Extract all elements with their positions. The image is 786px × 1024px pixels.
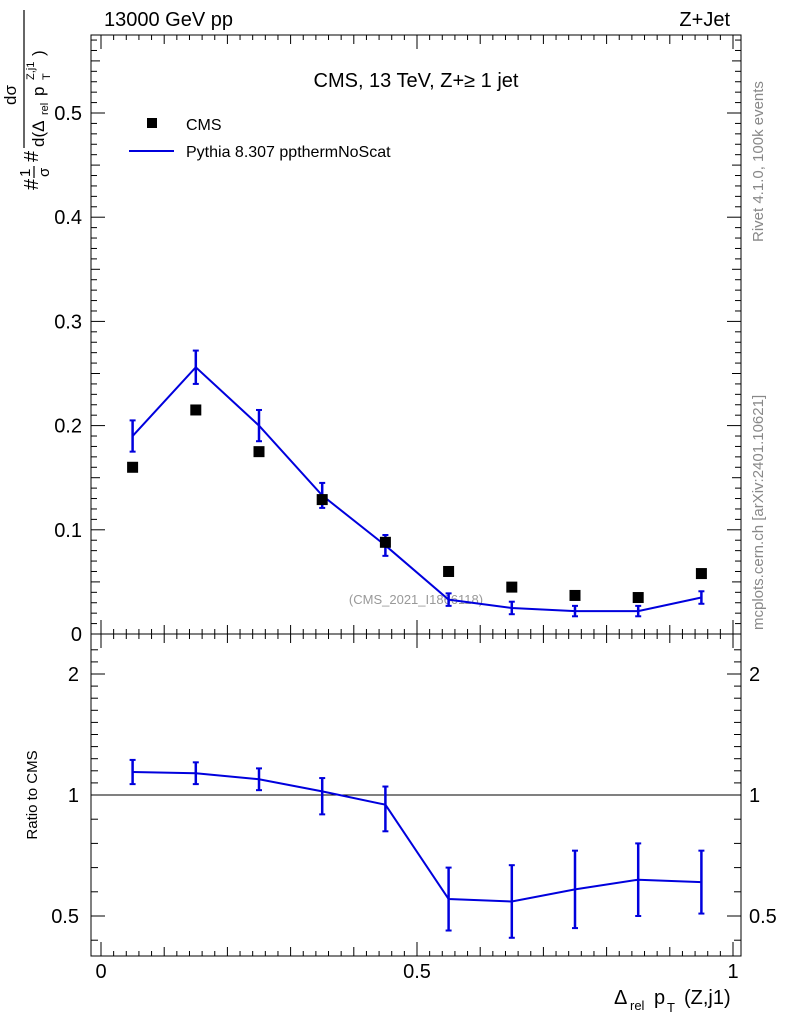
ratio-y-tick-label-right: 2 (749, 664, 760, 686)
ratio-y-tick-label-left: 0.5 (51, 906, 79, 928)
svg-text:p: p (29, 87, 48, 96)
svg-text:rel: rel (630, 998, 645, 1013)
main-y-tick-label: 0.5 (54, 103, 82, 125)
header-left: 13000 GeV pp (104, 9, 233, 31)
ratio-y-tick-label-left: 1 (68, 785, 79, 807)
legend-label-cms: CMS (186, 117, 222, 134)
cms-point (506, 581, 518, 593)
main-x-ticks (100, 35, 734, 634)
main-y-tick-label: 0 (71, 624, 82, 646)
header-right: Z+Jet (679, 9, 730, 31)
svg-text:#: # (21, 150, 43, 162)
mcplots-label: mcplots.cern.ch [arXiv:2401.10621] (750, 395, 767, 630)
svg-text:T: T (667, 1000, 675, 1015)
chart-title: CMS, 13 TeV, Z+≥ 1 jet (314, 70, 519, 92)
cms-point (190, 404, 202, 416)
main-y-tick-label: 0.1 (54, 520, 82, 542)
svg-text:p: p (654, 987, 665, 1009)
ratio-y-tick-label-right: 0.5 (749, 906, 777, 928)
pythia-line (131, 365, 702, 613)
cms-point (127, 461, 139, 473)
svg-text:1: 1 (17, 169, 34, 177)
pythia-error-bars (129, 349, 705, 618)
ratio-y-axis-label: Ratio to CMS (24, 750, 41, 839)
main-y-ticks (91, 39, 741, 635)
main-y-axis-label: # 1 σ # dσ d(Δ rel p T Z,j1 ) (1, 10, 53, 190)
ratio-y-ticks (91, 649, 741, 941)
cms-point (632, 592, 644, 604)
main-y-tick-labels: 0 0.1 0.2 0.3 0.4 0.5 (54, 103, 82, 646)
cms-point (569, 589, 581, 601)
ratio-line (132, 771, 702, 903)
cms-point (379, 536, 391, 548)
watermark: (CMS_2021_I1866118) (349, 592, 483, 607)
svg-text:σ: σ (36, 167, 53, 177)
ratio-panel: 0.5 0.51 12 2 0 0.5 1 Ratio to CMS Δ rel p T … (24, 633, 777, 1015)
cms-point (695, 568, 707, 580)
ratio-x-ticks (100, 634, 734, 956)
ratio-error-bars (129, 758, 705, 939)
x-tick-label: 0 (95, 961, 106, 983)
x-tick-label: 0.5 (403, 961, 431, 983)
svg-text:(Z,j1): (Z,j1) (684, 987, 731, 1009)
svg-text:Δ: Δ (614, 987, 627, 1009)
x-tick-labels: 0 0.5 1 (95, 961, 738, 983)
cms-point (316, 494, 328, 506)
svg-text:d(Δ: d(Δ (29, 121, 48, 147)
main-panel: 00.10.20.30.40.5 CMS, 13 TeV, Z+≥ 1 jet … (1, 10, 742, 646)
svg-text:dσ: dσ (1, 85, 20, 105)
ratio-y-tick-label-left: 2 (68, 664, 79, 686)
legend-label-pythia: Pythia 8.307 ppthermNoScat (186, 144, 391, 161)
main-y-tick-label: 0.4 (54, 207, 82, 229)
svg-text:#: # (21, 178, 43, 190)
rivet-label: Rivet 4.1.0, 100k events (750, 81, 767, 242)
svg-text:): ) (29, 50, 48, 56)
main-y-tick-label: 0.3 (54, 311, 82, 333)
cms-point (253, 446, 265, 458)
ratio-y-tick-label-right: 1 (749, 785, 760, 807)
cms-point (443, 565, 455, 577)
svg-text:rel: rel (39, 103, 51, 115)
x-tick-label: 1 (727, 961, 738, 983)
x-axis-label: Δ rel p T (Z,j1) (614, 987, 731, 1015)
svg-text:T: T (41, 73, 53, 80)
svg-text:Z,j1: Z,j1 (25, 62, 37, 80)
ratio-y-tick-labels: 0.5 0.5 1 1 2 2 (51, 664, 777, 928)
main-y-tick-label: 0.2 (54, 416, 82, 438)
legend-marker-cms (147, 118, 157, 128)
cms-markers (127, 404, 707, 604)
legend: CMS Pythia 8.307 ppthermNoScat (129, 117, 391, 161)
